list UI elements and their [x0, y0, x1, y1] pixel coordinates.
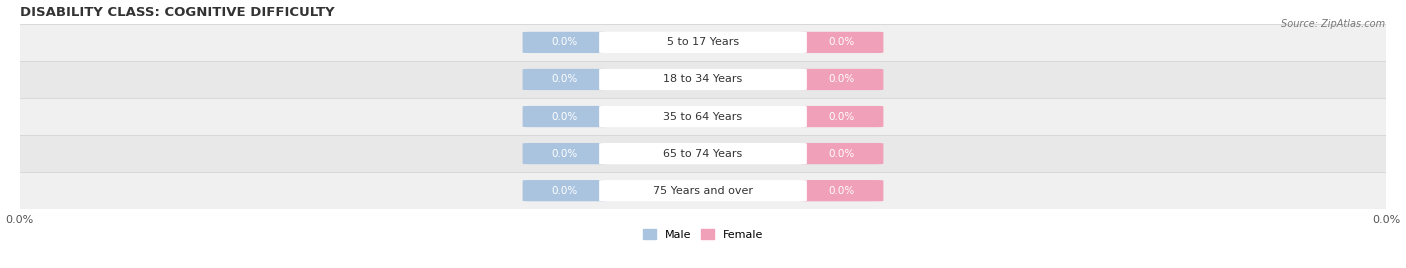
- Text: 0.0%: 0.0%: [828, 38, 855, 47]
- Text: 0.0%: 0.0%: [828, 75, 855, 84]
- Text: 0.0%: 0.0%: [551, 111, 578, 122]
- FancyBboxPatch shape: [523, 69, 607, 90]
- FancyBboxPatch shape: [599, 69, 807, 90]
- FancyBboxPatch shape: [523, 32, 607, 53]
- Text: Source: ZipAtlas.com: Source: ZipAtlas.com: [1281, 19, 1385, 29]
- Text: 0.0%: 0.0%: [828, 149, 855, 159]
- Text: 18 to 34 Years: 18 to 34 Years: [664, 75, 742, 84]
- Bar: [20, 24, 1386, 61]
- FancyBboxPatch shape: [799, 69, 883, 90]
- FancyBboxPatch shape: [799, 106, 883, 127]
- Text: 75 Years and over: 75 Years and over: [652, 186, 754, 196]
- Text: DISABILITY CLASS: COGNITIVE DIFFICULTY: DISABILITY CLASS: COGNITIVE DIFFICULTY: [20, 6, 335, 18]
- Text: 0.0%: 0.0%: [551, 186, 578, 196]
- Text: 0.0%: 0.0%: [551, 38, 578, 47]
- Text: 0.0%: 0.0%: [551, 149, 578, 159]
- FancyBboxPatch shape: [523, 143, 607, 164]
- Bar: [20, 61, 1386, 98]
- Text: 0.0%: 0.0%: [551, 75, 578, 84]
- FancyBboxPatch shape: [523, 106, 607, 127]
- FancyBboxPatch shape: [599, 32, 807, 53]
- FancyBboxPatch shape: [799, 180, 883, 201]
- Bar: [20, 98, 1386, 135]
- FancyBboxPatch shape: [599, 143, 807, 164]
- FancyBboxPatch shape: [599, 106, 807, 127]
- Legend: Male, Female: Male, Female: [638, 225, 768, 244]
- Text: 0.0%: 0.0%: [828, 111, 855, 122]
- Bar: [20, 172, 1386, 209]
- Text: 5 to 17 Years: 5 to 17 Years: [666, 38, 740, 47]
- FancyBboxPatch shape: [799, 32, 883, 53]
- Text: 0.0%: 0.0%: [828, 186, 855, 196]
- Text: 35 to 64 Years: 35 to 64 Years: [664, 111, 742, 122]
- Bar: [20, 135, 1386, 172]
- FancyBboxPatch shape: [799, 143, 883, 164]
- FancyBboxPatch shape: [599, 180, 807, 201]
- Text: 65 to 74 Years: 65 to 74 Years: [664, 149, 742, 159]
- FancyBboxPatch shape: [523, 180, 607, 201]
